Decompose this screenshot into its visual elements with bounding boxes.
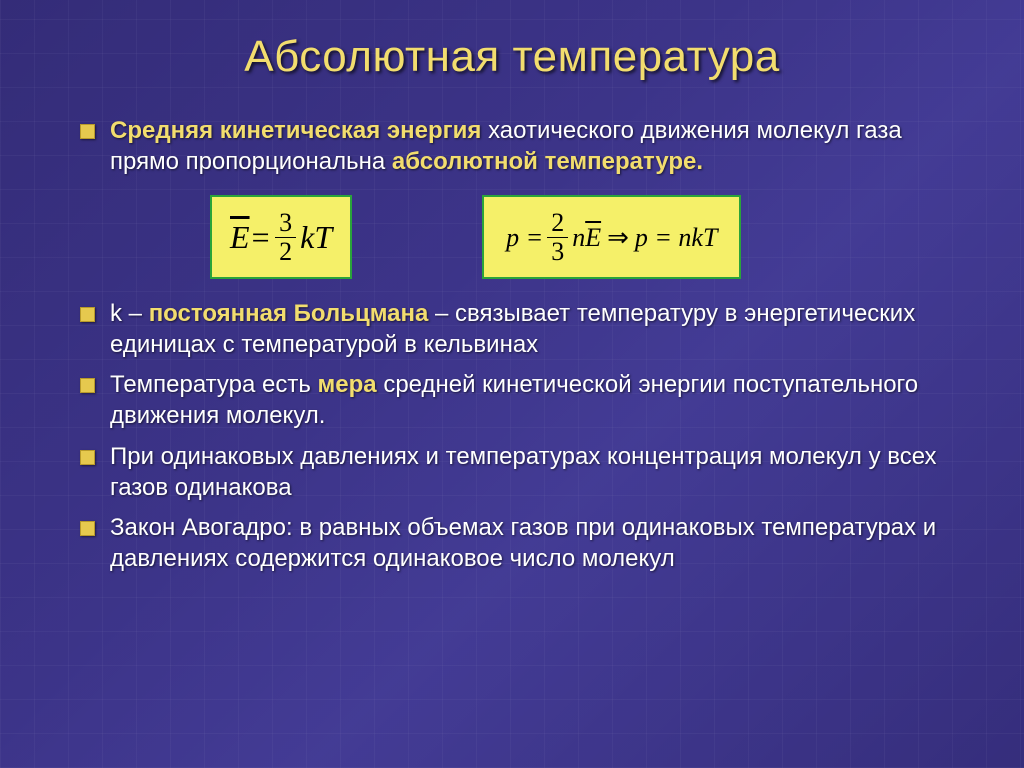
- formula-p2: p = nkT: [635, 221, 718, 254]
- formula-energy-frac: 3 2: [275, 209, 296, 265]
- bullet-3: Температура есть мера средней кинетическ…: [80, 370, 974, 431]
- arrow-icon: ⇒: [607, 221, 629, 254]
- bullet-3-pre: Температура есть: [110, 371, 318, 398]
- formula-energy: E = 3 2 kT: [210, 195, 352, 279]
- frac-num: 3: [275, 209, 296, 237]
- formula-row: E = 3 2 kT p = 2 3 nE ⇒ p =: [80, 195, 974, 279]
- formula-p1: p =: [506, 221, 543, 254]
- frac-den: 2: [275, 238, 296, 265]
- bullet-5: Закон Авогадро: в равных объемах газов п…: [80, 513, 974, 574]
- bullet-1-highlight-1: Средняя кинетическая энергия: [110, 117, 481, 144]
- frac2-num: 2: [547, 209, 568, 237]
- bullet-3-highlight: мера: [318, 371, 377, 398]
- bullet-1: Средняя кинетическая энергия хаотическог…: [80, 116, 974, 177]
- bullet-list: Средняя кинетическая энергия хаотическог…: [50, 116, 974, 575]
- bullet-2: k – постоянная Больцмана – связывает тем…: [80, 299, 974, 360]
- bullet-4: При одинаковых давлениях и температурах …: [80, 442, 974, 503]
- slide: Абсолютная температура Средняя кинетичес…: [0, 0, 1024, 575]
- frac2-den: 3: [547, 238, 568, 265]
- bullet-2-pre: k –: [110, 300, 149, 327]
- bullet-2-highlight: постоянная Больцмана: [149, 300, 429, 327]
- bullet-1-highlight-2: абсолютной температуре.: [392, 148, 703, 175]
- formula-energy-eq: =: [250, 217, 272, 258]
- formula-pressure: p = 2 3 nE ⇒ p = nkT: [482, 195, 741, 279]
- slide-title: Абсолютная температура: [50, 32, 974, 82]
- formula-p-frac: 2 3: [547, 209, 568, 265]
- formula-energy-lhs: E: [230, 217, 250, 258]
- formula-n: n: [572, 221, 585, 254]
- formula-ebar: E: [585, 221, 601, 254]
- formula-energy-tail: kT: [300, 217, 332, 258]
